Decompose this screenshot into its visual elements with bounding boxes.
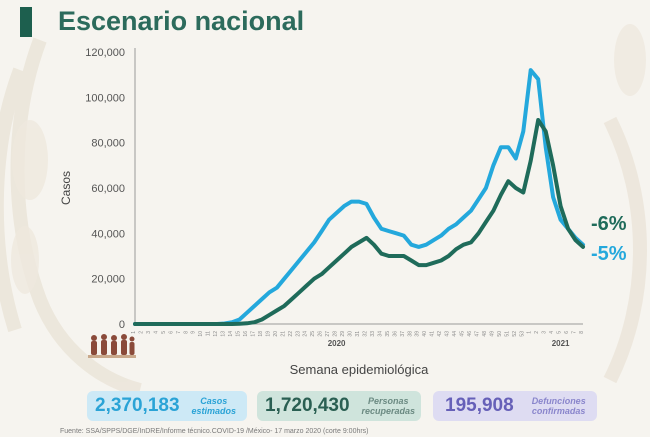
x-tick-label: 11 <box>206 331 212 336</box>
y-tick-label: 120,000 <box>85 47 125 59</box>
x-tick-label: 18 <box>258 331 264 337</box>
x-tick-label: 42 <box>437 331 443 337</box>
y-tick-label: 0 <box>119 319 125 331</box>
x-tick-label: 7 <box>572 331 578 334</box>
x-tick-label: 10 <box>198 331 204 337</box>
x-tick-label: 15 <box>236 331 242 337</box>
estimated-cases-label-line1: Casos <box>200 396 228 406</box>
x-tick-label: 17 <box>250 331 256 337</box>
x-tick-label: 30 <box>348 331 354 337</box>
x-tick-label: 43 <box>445 331 451 337</box>
x-tick-label: 23 <box>295 331 301 337</box>
x-tick-label: 6 <box>564 331 570 334</box>
x-tick-label: 5 <box>557 331 563 334</box>
x-tick-label: 31 <box>355 331 361 337</box>
x-axis-label: Semana epidemiológica <box>290 362 430 377</box>
estimated-cases-label-line2: estimados <box>191 406 237 416</box>
y-axis-label: Casos <box>59 171 73 205</box>
confirmed-cases-line <box>133 118 585 326</box>
x-tick-label: 20 <box>273 331 279 337</box>
x-tick-label: 1 <box>527 331 533 334</box>
x-tick-label: 19 <box>265 331 271 337</box>
x-tick-label: 41 <box>430 331 436 337</box>
y-tick-label: 40,000 <box>91 228 125 240</box>
estimated-cases-value: 2,370,183 <box>95 395 180 416</box>
title-accent-bar <box>20 7 32 37</box>
x-tick-label: 8 <box>183 331 189 334</box>
y-tick-label: 20,000 <box>91 274 125 286</box>
deaths-label-line2: confirmadas <box>531 406 586 416</box>
x-tick-label: 4 <box>153 331 159 334</box>
x-tick-label: 33 <box>370 331 376 337</box>
deaths-value: 195,908 <box>445 395 514 416</box>
x-tick-label: 9 <box>191 331 197 334</box>
x-tick-label: 32 <box>362 331 368 337</box>
x-tick-label: 13 <box>221 331 227 337</box>
x-tick-label: 40 <box>422 331 428 337</box>
x-tick-label: 2 <box>138 331 144 334</box>
estimated-cases-line <box>133 68 585 326</box>
x-tick-label: 37 <box>400 331 406 337</box>
page-title: Escenario nacional <box>58 6 305 36</box>
deaths-card: 195,908 Defunciones confirmadas <box>433 391 597 421</box>
x-tick-label: 53 <box>519 331 525 337</box>
recovered-label-line1: Personas <box>368 396 409 406</box>
x-tick-label: 46 <box>467 331 473 337</box>
x-tick-label: 48 <box>482 331 488 337</box>
x-tick-label: 4 <box>549 331 555 334</box>
x-tick-label: 26 <box>318 331 324 337</box>
recovered-value: 1,720,430 <box>265 395 350 416</box>
x-tick-label: 3 <box>146 331 152 334</box>
x-tick-label: 39 <box>415 331 421 337</box>
x-tick-label: 51 <box>504 331 510 337</box>
x-tick-label: 2 <box>534 331 540 334</box>
deaths-label-line1: Defunciones <box>531 396 586 406</box>
x-tick-label: 44 <box>452 331 458 337</box>
x-tick-label: 29 <box>340 331 346 337</box>
x-tick-label: 24 <box>303 331 309 337</box>
x-tick-label: 12 <box>213 331 219 337</box>
x-tick-label: 6 <box>168 331 174 334</box>
x-tick-label: 36 <box>392 331 398 337</box>
estimated-cases-card: 2,370,183 Casos estimados <box>87 391 247 421</box>
x-tick-label: 47 <box>474 331 480 337</box>
x-tick-label: 16 <box>243 331 249 337</box>
confirmed-change-label: -6% <box>591 213 627 235</box>
people-illustration-icon <box>88 334 136 358</box>
x-tick-label: 22 <box>288 331 294 337</box>
y-tick-label: 60,000 <box>91 183 125 195</box>
x-tick-label: 52 <box>512 331 518 337</box>
x-tick-label: 3 <box>542 331 548 334</box>
year-label: 2021 <box>552 339 570 348</box>
x-tick-label: 5 <box>161 331 167 334</box>
x-tick-label: 27 <box>325 331 331 337</box>
x-tick-label: 28 <box>333 331 339 337</box>
x-tick-label: 45 <box>460 331 466 337</box>
recovered-card: 1,720,430 Personas recuperadas <box>257 391 421 421</box>
recovered-label: Personas recuperadas <box>362 396 416 416</box>
x-tick-label: 49 <box>489 331 495 337</box>
x-tick-label: 25 <box>310 331 316 337</box>
y-tick-label: 80,000 <box>91 138 125 150</box>
estimated-cases-label: Casos estimados <box>192 396 237 416</box>
x-tick-label: 7 <box>176 331 182 334</box>
x-tick-label: 8 <box>579 331 585 334</box>
recovered-label-line2: recuperadas <box>361 406 416 416</box>
estimated-change-label: -5% <box>591 243 627 265</box>
x-tick-label: 38 <box>407 331 413 337</box>
year-label: 2020 <box>328 339 346 348</box>
y-tick-label: 100,000 <box>85 92 125 104</box>
x-tick-label: 21 <box>280 331 286 337</box>
x-tick-label: 14 <box>228 331 234 337</box>
deaths-label: Defunciones confirmadas <box>532 396 586 416</box>
x-tick-label: 34 <box>377 331 383 337</box>
x-tick-label: 50 <box>497 331 503 337</box>
x-tick-label: 35 <box>385 331 391 337</box>
source-note: Fuente: SSA/SPPS/DGE/InDRE/Informe técni… <box>60 428 369 435</box>
x-tick-label: 1 <box>131 331 137 334</box>
